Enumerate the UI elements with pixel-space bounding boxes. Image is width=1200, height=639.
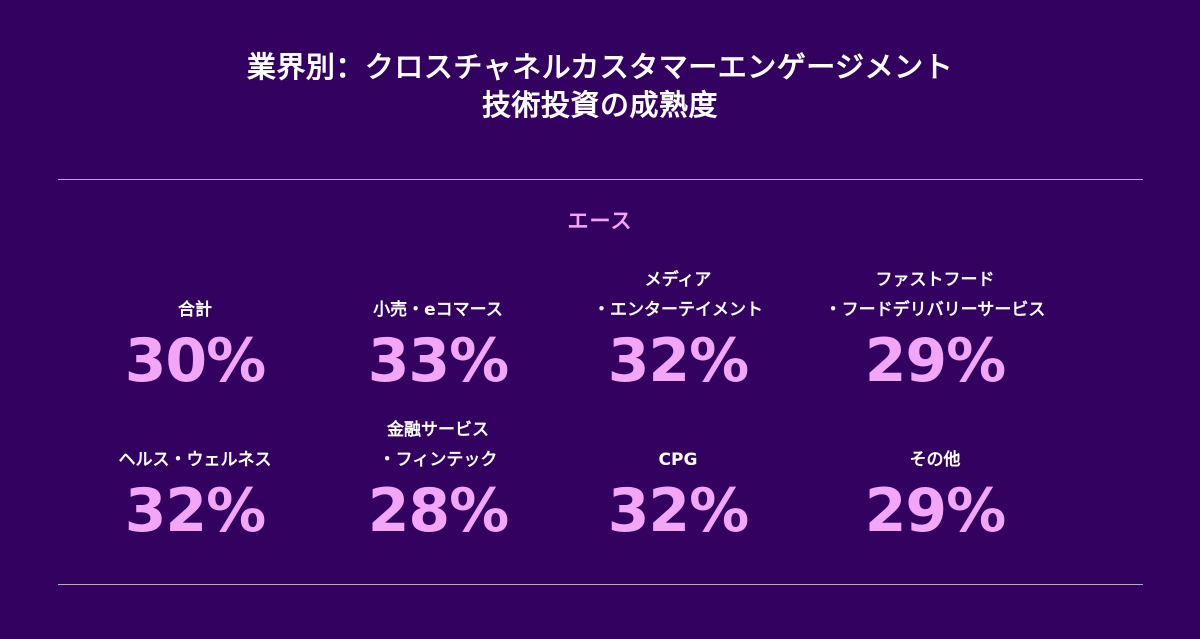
stat-label-line-2: CPG xyxy=(658,450,698,470)
stat-label-line-2: ヘルス・ウェルネス xyxy=(118,450,272,470)
stat-label: メディア ・エンターテイメント xyxy=(538,265,818,325)
stat-media-entertainment: メディア ・エンターテイメント 32% xyxy=(538,265,818,397)
stat-label-line-2: 小売・eコマース xyxy=(373,300,503,320)
stat-cpg: CPG 32% xyxy=(538,415,818,547)
stat-label-line-2: ・エンターテイメント xyxy=(593,300,763,320)
stat-label-line-2: ・フィンテック xyxy=(378,450,498,470)
stat-label: 金融サービス ・フィンテック xyxy=(298,415,578,475)
stat-label: ヘルス・ウェルネス xyxy=(55,415,335,475)
stat-label: CPG xyxy=(538,415,818,475)
stat-value: 28% xyxy=(367,476,510,546)
stat-value: 29% xyxy=(864,476,1007,546)
title-line-2: 技術投資の成熟度 xyxy=(481,88,718,122)
stat-total: 合計 30% xyxy=(55,265,335,397)
stat-label-line-1: 金融サービス xyxy=(387,420,489,440)
stat-label: ファストフード ・フードデリバリーサービス xyxy=(795,265,1075,325)
stat-finance-fintech: 金融サービス ・フィンテック 28% xyxy=(298,415,578,547)
stat-value: 30% xyxy=(124,326,267,396)
stat-value: 32% xyxy=(607,326,750,396)
stat-label-line-2: ・フードデリバリーサービス xyxy=(824,300,1046,320)
stat-value: 32% xyxy=(607,476,750,546)
stat-label-line-2: その他 xyxy=(909,450,961,470)
stat-fastfood-delivery: ファストフード ・フードデリバリーサービス 29% xyxy=(795,265,1075,397)
bottom-divider xyxy=(58,584,1143,585)
stat-label-line-2: 合計 xyxy=(178,300,212,320)
stat-value: 29% xyxy=(864,326,1007,396)
stat-label: 合計 xyxy=(55,265,335,325)
stat-retail-ecommerce: 小売・eコマース 33% xyxy=(298,265,578,397)
stat-label: その他 xyxy=(795,415,1075,475)
stat-label: 小売・eコマース xyxy=(298,265,578,325)
stat-label-line-1: ファストフード xyxy=(875,270,995,290)
page-title: 業界別：クロスチャネルカスタマーエンゲージメント 技術投資の成熟度 xyxy=(0,48,1200,124)
stat-other: その他 29% xyxy=(795,415,1075,547)
top-divider xyxy=(58,179,1143,180)
stat-value: 32% xyxy=(124,476,267,546)
stat-label-line-1: メディア xyxy=(644,270,712,290)
title-line-1: 業界別：クロスチャネルカスタマーエンゲージメント xyxy=(246,50,954,84)
stat-value: 33% xyxy=(367,326,510,396)
section-subtitle: エース xyxy=(567,209,633,233)
stat-health-wellness: ヘルス・ウェルネス 32% xyxy=(55,415,335,547)
